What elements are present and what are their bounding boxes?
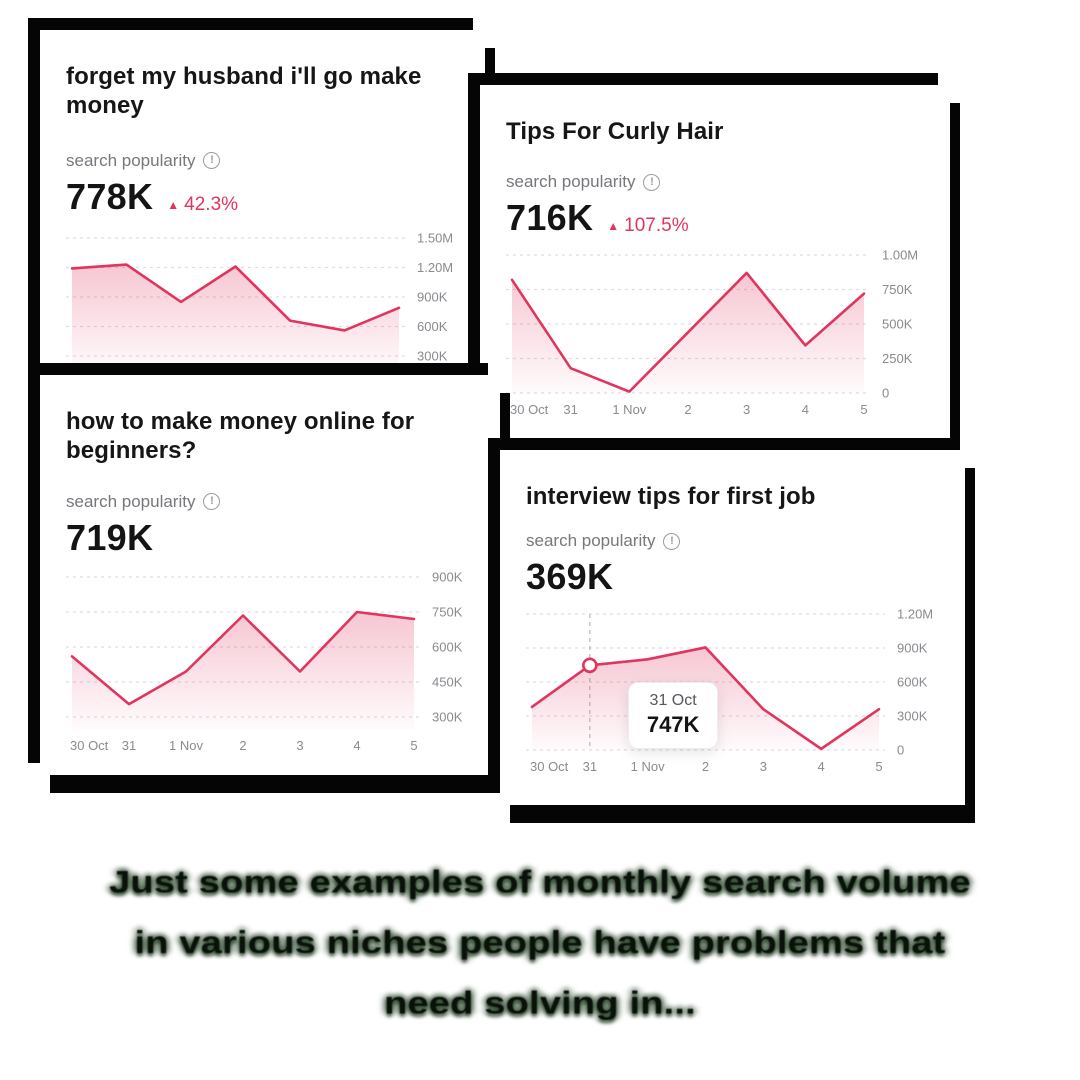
info-icon[interactable]: ! — [203, 152, 221, 170]
svg-text:600K: 600K — [417, 319, 448, 334]
svg-text:1.20M: 1.20M — [897, 607, 933, 622]
svg-text:300K: 300K — [897, 709, 928, 724]
svg-text:3: 3 — [760, 759, 767, 774]
keyword-title: Tips For Curly Hair — [506, 118, 724, 145]
keyword-title: how to make money online for beginners? — [66, 408, 415, 465]
info-icon[interactable]: ! — [663, 532, 681, 550]
metric-label: search popularity — [66, 150, 196, 170]
keyword-title: interview tips for first job — [526, 483, 816, 510]
svg-text:300K: 300K — [417, 348, 448, 363]
svg-text:250K: 250K — [882, 351, 913, 366]
info-icon[interactable]: ! — [203, 493, 221, 511]
search-popularity-chart[interactable]: 1.00M 750K 500K 250K 0 30 Oct 31 1 Nov 2 3 4 5 — [506, 247, 924, 421]
svg-text:2: 2 — [684, 402, 691, 417]
search-popularity-value: 369K — [526, 556, 614, 598]
value-row: 719K — [66, 517, 474, 559]
svg-text:450K: 450K — [432, 674, 463, 689]
svg-text:31: 31 — [122, 738, 136, 753]
keyword-card-forget-my-husband: forget my husband i'll go make money sea… — [40, 30, 485, 375]
change-badge: ▲ 42.3% — [167, 194, 238, 216]
tooltip-date: 31 Oct — [649, 691, 697, 709]
change-percent: 107.5% — [624, 215, 689, 237]
keyword-title: forget my husband i'll go make money — [66, 63, 422, 120]
search-popularity-chart[interactable]: 1.50M 1.20M 900K 600K 300K — [66, 230, 459, 372]
svg-text:750K: 750K — [882, 282, 913, 297]
metric-row: search popularity ! — [506, 172, 924, 192]
up-arrow-icon: ▲ — [607, 219, 620, 234]
svg-text:4: 4 — [802, 402, 809, 417]
svg-text:1.50M: 1.50M — [417, 230, 453, 245]
svg-text:4: 4 — [353, 738, 360, 753]
svg-text:1 Nov: 1 Nov — [169, 738, 203, 753]
info-icon[interactable]: ! — [643, 173, 661, 191]
keyword-card-make-money-online: how to make money online for beginners? … — [40, 375, 500, 775]
value-row: 778K ▲ 42.3% — [66, 176, 459, 218]
metric-label: search popularity — [66, 491, 196, 511]
value-row: 369K — [526, 556, 939, 598]
svg-text:1.20M: 1.20M — [417, 260, 453, 275]
svg-text:3: 3 — [296, 738, 303, 753]
up-arrow-icon: ▲ — [167, 197, 180, 212]
caption-line-1: Just some examples of monthly search vol… — [109, 864, 971, 900]
search-popularity-chart[interactable]: 1.20M 900K 600K 300K 0 30 Oct 31 1 Nov 2 3 4 5 31 O… — [526, 606, 939, 778]
metric-row: search popularity ! — [66, 151, 459, 171]
svg-text:31: 31 — [583, 759, 597, 774]
search-popularity-value: 719K — [66, 516, 154, 558]
tooltip-value: 747K — [646, 711, 700, 737]
svg-text:750K: 750K — [432, 604, 463, 619]
svg-text:900K: 900K — [897, 641, 928, 656]
svg-text:0: 0 — [897, 743, 904, 758]
change-badge: ▲ 107.5% — [607, 215, 688, 237]
svg-text:500K: 500K — [882, 317, 913, 332]
svg-text:1.00M: 1.00M — [882, 248, 918, 263]
keyword-card-interview-tips: interview tips for first job search popu… — [500, 450, 965, 805]
metric-row: search popularity ! — [66, 492, 474, 512]
svg-text:5: 5 — [875, 759, 882, 774]
svg-text:600K: 600K — [432, 639, 463, 654]
metric-label: search popularity — [506, 172, 636, 192]
svg-text:5: 5 — [410, 738, 417, 753]
svg-text:300K: 300K — [432, 709, 463, 724]
svg-text:1 Nov: 1 Nov — [631, 759, 665, 774]
svg-text:30 Oct: 30 Oct — [70, 738, 109, 753]
value-row: 716K ▲ 107.5% — [506, 197, 924, 239]
svg-text:600K: 600K — [897, 675, 928, 690]
svg-text:1 Nov: 1 Nov — [612, 402, 646, 417]
metric-label: search popularity — [526, 531, 656, 551]
svg-text:4: 4 — [818, 759, 825, 774]
chart-tooltip: 31 Oct 747K — [627, 681, 719, 749]
metric-row: search popularity ! — [526, 531, 939, 551]
keyword-card-curly-hair: Tips For Curly Hair search popularity ! … — [480, 85, 950, 445]
svg-text:2: 2 — [702, 759, 709, 774]
svg-text:900K: 900K — [417, 289, 448, 304]
svg-text:5: 5 — [860, 402, 867, 417]
search-popularity-value: 778K — [66, 175, 154, 217]
caption-line-2: in various niches people have problems t… — [134, 925, 946, 961]
svg-text:3: 3 — [743, 402, 750, 417]
search-popularity-value: 716K — [506, 197, 594, 239]
caption-text: Just some examples of monthly search vol… — [0, 852, 1080, 1033]
svg-text:2: 2 — [239, 738, 246, 753]
change-percent: 42.3% — [184, 193, 239, 215]
svg-text:0: 0 — [882, 386, 889, 401]
svg-text:30 Oct: 30 Oct — [530, 759, 569, 774]
svg-text:30 Oct: 30 Oct — [510, 402, 549, 417]
search-popularity-chart[interactable]: 900K 750K 600K 450K 300K 30 Oct 31 1 Nov 2 3 4 5 — [66, 569, 474, 757]
caption-line-3: need solving in... — [384, 985, 696, 1021]
svg-text:31: 31 — [563, 402, 577, 417]
svg-text:900K: 900K — [432, 569, 463, 584]
